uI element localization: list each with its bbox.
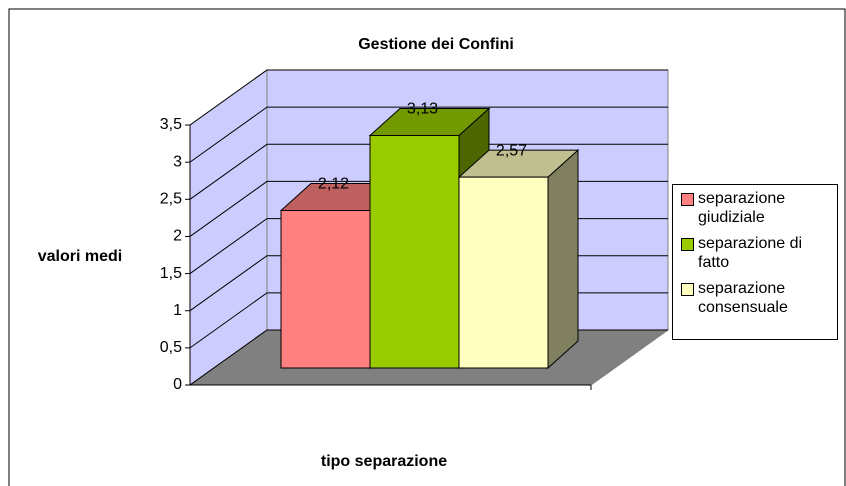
data-label: 2,57 <box>496 142 527 159</box>
grid-line <box>189 106 668 163</box>
bar <box>457 148 580 370</box>
y-tick-label: 3 <box>173 153 182 170</box>
data-label: 2,12 <box>318 176 349 193</box>
y-tick-label: 2,5 <box>160 191 182 208</box>
chart-title: Gestione dei Confini <box>358 36 514 53</box>
legend-item: separazione consensuale <box>681 279 835 317</box>
legend-item: separazione giudiziale <box>681 189 835 227</box>
x-axis-label: tipo separazione <box>321 453 447 470</box>
grid-line <box>189 69 668 126</box>
y-tick-label: 3,5 <box>160 116 182 133</box>
chart-border <box>8 8 846 486</box>
legend-swatch <box>681 193 694 206</box>
legend-label: separazione consensuale <box>698 280 788 316</box>
grid-line <box>189 143 668 200</box>
y-tick-label: 2 <box>173 228 182 245</box>
legend-label: separazione giudiziale <box>698 190 786 226</box>
legend-label: separazione di fatto <box>698 235 803 271</box>
bar-front <box>280 210 371 369</box>
y-axis-label: valori medi <box>38 248 122 265</box>
y-tick-label: 1 <box>173 302 182 319</box>
legend-swatch <box>681 283 694 296</box>
bar-front <box>369 134 460 369</box>
bar-side <box>547 148 579 370</box>
legend-item: separazione di fatto <box>681 234 835 272</box>
bar-front <box>458 176 549 369</box>
y-tick-label: 0,5 <box>160 339 182 356</box>
data-label: 3,13 <box>407 101 438 118</box>
legend-swatch <box>681 238 694 251</box>
y-tick-label: 0 <box>173 376 182 393</box>
y-tick-label: 1,5 <box>160 265 182 282</box>
legend: separazione giudiziale separazione di fat… <box>672 184 838 340</box>
